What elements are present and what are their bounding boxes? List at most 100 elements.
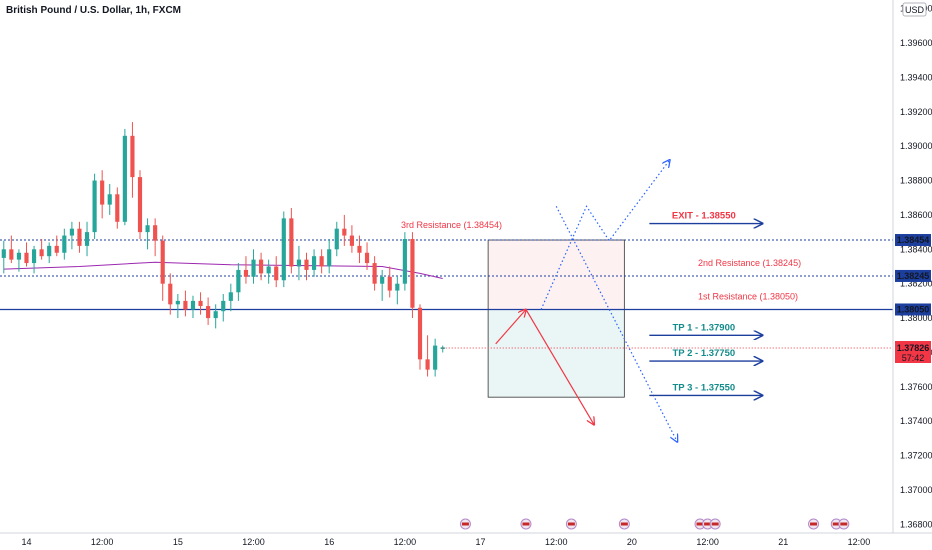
candle-body [100, 180, 105, 205]
candle-body [31, 249, 37, 264]
candle-body [107, 194, 112, 205]
candles [1, 122, 445, 377]
level-price-tag-3 [895, 303, 931, 316]
economic-event-flag[interactable] [709, 518, 721, 530]
candle-body [47, 245, 52, 257]
economic-event-flag[interactable] [520, 518, 532, 530]
candle-body [357, 245, 362, 253]
candle-body [9, 249, 14, 260]
candle [9, 235, 14, 264]
bullish-projection-arrow [540, 160, 670, 310]
event-flags [459, 518, 850, 530]
candle-body [153, 225, 158, 241]
candle-body [372, 263, 377, 284]
candle [259, 252, 264, 281]
candle [221, 294, 226, 322]
candle-body [77, 228, 82, 246]
target-label-3: TP 3 - 1.37550 [672, 382, 735, 393]
flag-stripe [567, 522, 575, 526]
current-price-tag [895, 340, 931, 363]
candle [266, 259, 271, 284]
level-price-tag-1 [895, 234, 931, 247]
flag-stripe [620, 522, 628, 526]
target-label-1: TP 1 - 1.37900 [672, 322, 735, 333]
price-tick-label: 1.39200 [900, 107, 932, 117]
candle-body [342, 228, 347, 236]
candle [296, 245, 302, 281]
flag-stripe [832, 522, 840, 526]
candle [274, 256, 279, 288]
price-tick-label: 1.37600 [900, 382, 932, 392]
red-down-arrow [525, 309, 594, 424]
candle-body [213, 311, 218, 319]
candle [349, 225, 354, 253]
candle [107, 183, 112, 215]
candle [1, 240, 6, 274]
candle [31, 245, 37, 274]
level-label-1: 3rd Resistance (1.38454) [401, 220, 502, 230]
candle-body [168, 283, 173, 305]
price-axis: 1.36800 1.37000 1.37200 1.37400 1.37600 1.378… [895, 4, 932, 529]
currency-badge[interactable]: USD [902, 2, 927, 17]
candle-body [364, 252, 370, 264]
candle [372, 256, 377, 291]
candle [160, 235, 165, 301]
candle-body [221, 300, 226, 312]
candle-body [183, 300, 188, 310]
candle [410, 232, 415, 319]
candle-body [311, 256, 317, 270]
candle [357, 235, 362, 264]
candle [39, 238, 44, 260]
price-tick-label: 1.38800 [900, 176, 932, 186]
candle-body [327, 249, 332, 267]
candle-body [410, 238, 415, 308]
economic-event-flag[interactable] [838, 518, 850, 530]
current-price-text: 1.37826 [897, 343, 930, 353]
candle-body [206, 306, 211, 319]
time-tick-label: 12:00 [242, 537, 265, 547]
economic-event-flag[interactable] [618, 518, 630, 530]
economic-event-flag[interactable] [808, 518, 820, 530]
flag-stripe [522, 522, 530, 526]
price-tick-label: 1.38600 [900, 210, 932, 220]
target-label-2: TP 2 - 1.37750 [672, 348, 735, 359]
candle-body [349, 235, 354, 246]
candle [175, 294, 180, 319]
price-levels: 3rd Resistance (1.38454) 2nd Resistance (… [0, 220, 893, 311]
candle-body [433, 345, 438, 370]
time-tick-label: 12:00 [696, 537, 719, 547]
candle-body [84, 232, 90, 246]
level-price-text-3: 1.38050 [897, 304, 930, 314]
candle-body [425, 359, 430, 370]
candle [395, 276, 400, 305]
candle [190, 295, 196, 319]
candle [137, 170, 143, 239]
candle-body [296, 259, 302, 267]
candle-body [54, 245, 59, 253]
trade-zone [487, 239, 625, 398]
candle [281, 211, 286, 288]
candle-body [387, 276, 392, 291]
candle [122, 128, 127, 226]
candle-body [1, 249, 6, 258]
candle [206, 297, 211, 325]
candle [62, 228, 67, 260]
price-tick-label: 1.39400 [900, 72, 932, 82]
candle [54, 235, 59, 257]
countdown-text: 57:42 [902, 353, 925, 363]
candle-body [198, 300, 203, 307]
candle [425, 335, 430, 377]
price-tick-label: 1.38400 [900, 244, 932, 254]
economic-event-flag[interactable] [565, 518, 577, 530]
candle [327, 238, 332, 274]
candle-body [236, 269, 241, 293]
candle-body [251, 259, 256, 277]
targets: EXIT - 1.38550 TP 1 - 1.37900 TP 2 - 1.377… [649, 211, 762, 396]
reward-zone [487, 309, 625, 398]
candle [387, 266, 392, 298]
candle-body [130, 135, 135, 178]
time-tick-label: 15 [173, 537, 183, 547]
economic-event-flag[interactable] [459, 518, 471, 530]
candle [16, 249, 22, 272]
